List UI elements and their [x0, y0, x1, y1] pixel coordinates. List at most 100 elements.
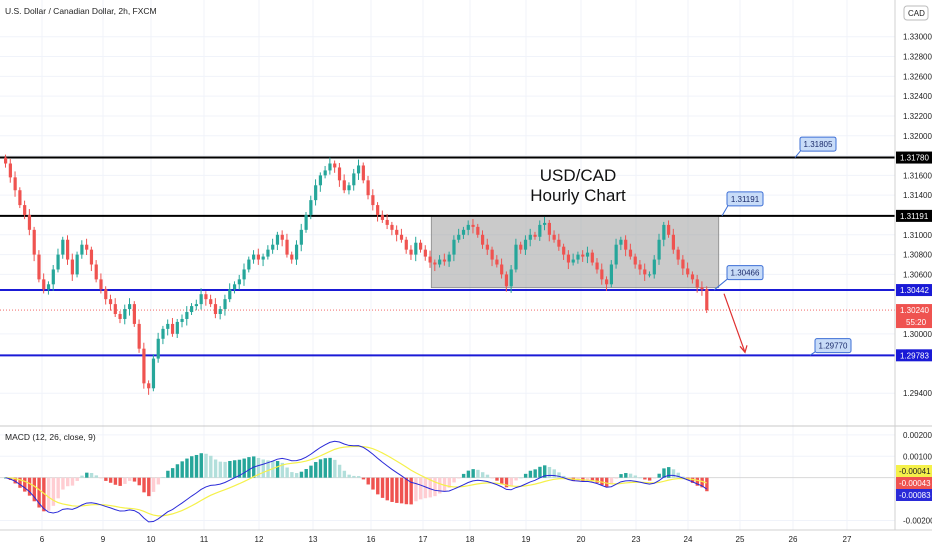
candle-body: [438, 259, 442, 265]
candle-body: [428, 256, 432, 263]
macd-histogram-bar: [247, 457, 251, 478]
macd-histogram-bar: [223, 461, 227, 478]
candle-body: [552, 234, 556, 240]
candle-body: [218, 309, 222, 315]
macd-histogram-bar: [170, 468, 175, 478]
macd-histogram-bar: [242, 458, 246, 478]
macd-histogram-bar: [495, 477, 499, 481]
macd-histogram-bar: [285, 467, 289, 478]
candle-body: [113, 304, 117, 315]
macd-histogram-bar: [438, 477, 442, 494]
time-axis[interactable]: 6 9 10 11 12 13 16 17 18 19 20 23 24 25 26 27: [40, 535, 852, 544]
macd-histogram-bar: [89, 472, 94, 478]
candle-body: [380, 214, 385, 220]
price-tag-label: 1.31191: [900, 212, 929, 221]
macd-histogram-bar: [428, 477, 432, 498]
candle-body: [151, 358, 156, 389]
candle-body: [385, 219, 389, 225]
candle-body: [314, 185, 318, 201]
macd-histogram-bar: [543, 465, 547, 478]
macd-histogram-bar: [299, 471, 304, 478]
candle-body: [247, 259, 251, 270]
macd-histogram-bar: [94, 475, 99, 478]
main-grid: [0, 0, 895, 426]
y-tick-label: 1.32800: [903, 53, 932, 62]
macd-histogram-bar: [261, 459, 265, 478]
candle-body: [23, 205, 27, 215]
candle-body: [605, 279, 609, 285]
macd-grid: [0, 426, 895, 530]
candle-body: [490, 249, 494, 260]
candle-body: [433, 262, 437, 265]
candle-body: [156, 338, 160, 359]
macd-value-tag: [896, 465, 932, 477]
macd-histogram-bar: [213, 459, 218, 478]
macd-tick-label: 0.00200: [903, 431, 932, 440]
candle-body: [409, 249, 413, 255]
macd-histogram-bar: [409, 477, 413, 505]
candle-body: [75, 254, 79, 275]
candle-body: [600, 269, 604, 280]
macd-histogram-bar: [447, 477, 452, 488]
candle-body: [671, 234, 675, 250]
current-price-label: 1.30240: [900, 306, 929, 315]
macd-histogram-bar: [23, 477, 27, 492]
macd-histogram-bar: [132, 477, 137, 482]
macd-histogram-bar: [190, 456, 194, 478]
y-tick-label: 1.30800: [903, 251, 932, 260]
y-tick-label: 1.31000: [903, 231, 932, 240]
candle-body: [481, 234, 485, 245]
candle-body: [256, 254, 261, 260]
candle-body: [571, 259, 575, 263]
candle-body: [562, 246, 566, 255]
candle-body: [504, 274, 509, 287]
macd-histogram-bar: [218, 461, 223, 478]
macd-histogram-bar: [42, 477, 46, 512]
y-tick-label: 1.33000: [903, 33, 932, 42]
macd-histogram-bar: [27, 477, 32, 496]
macd-histogram-bar: [337, 464, 342, 478]
macd-title: MACD (12, 26, close, 9): [5, 432, 96, 442]
macd-histogram-bar: [323, 458, 327, 478]
candle-body: [509, 269, 513, 287]
macd-histogram-bar: [70, 477, 75, 486]
candle-body: [309, 200, 313, 215]
x-tick-label: 26: [789, 535, 798, 544]
macd-histogram-bar: [361, 477, 366, 480]
macd-histogram-bar: [538, 466, 542, 478]
candle-body: [232, 284, 237, 290]
macd-axis[interactable]: 0.00200 0.00100 -0.00200: [903, 431, 932, 526]
current-price-tag: [896, 304, 932, 329]
candlestick-series: [4, 154, 709, 395]
macd-histogram-bar: [266, 460, 270, 478]
macd-histogram-bar: [395, 477, 399, 503]
candle-body: [66, 239, 70, 260]
macd-histogram-bar: [418, 477, 423, 500]
macd-histogram-bar: [671, 469, 676, 478]
x-tick-label: 24: [684, 535, 693, 544]
candle-body: [271, 244, 275, 250]
candle-body: [686, 268, 690, 275]
macd-histogram-bar: [318, 459, 323, 478]
candle-body: [104, 289, 108, 300]
macd-histogram-bar: [509, 477, 514, 487]
callout-label: 1.31805: [804, 140, 833, 149]
currency-button[interactable]: CAD: [908, 9, 925, 18]
candle-body: [662, 224, 666, 240]
macd-histogram-bar: [328, 457, 332, 478]
candle-body: [395, 229, 399, 235]
countdown-label: 55:20: [906, 318, 927, 327]
macd-histogram-bar: [619, 474, 623, 478]
candle-body: [423, 249, 427, 257]
macd-histogram-bar: [209, 455, 213, 478]
currency-button-box[interactable]: [903, 5, 929, 21]
candle-body: [356, 165, 361, 174]
macd-histogram-bar: [662, 468, 666, 478]
macd-series: [4, 440, 709, 523]
macd-histogram-bar: [347, 474, 351, 478]
x-tick-label: 23: [632, 535, 641, 544]
macd-histogram-bar: [552, 469, 556, 478]
y-tick-label: 1.30000: [903, 330, 932, 339]
symbol-title: U.S. Dollar / Canadian Dollar, 2h, FXCM: [5, 6, 157, 16]
candle-body: [190, 306, 194, 313]
